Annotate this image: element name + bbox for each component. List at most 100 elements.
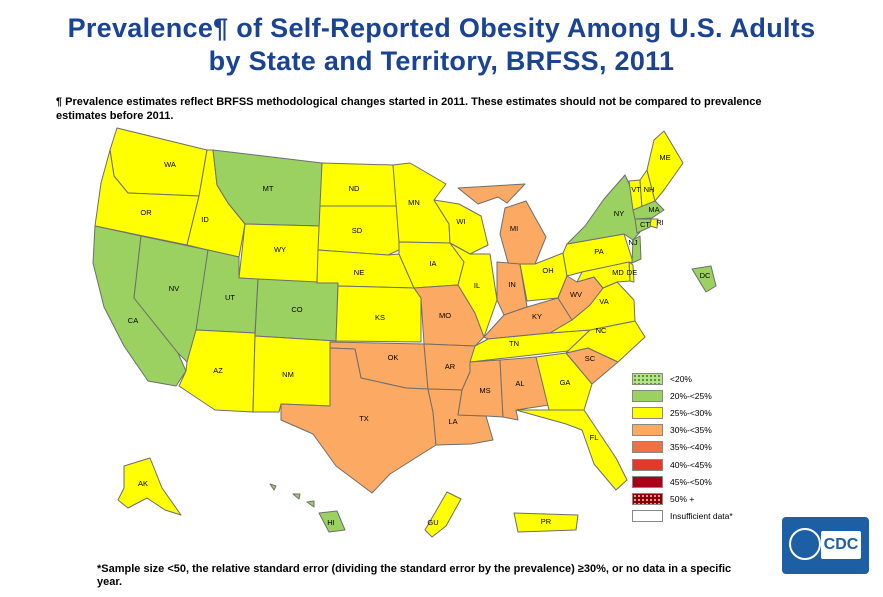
state-label-CT: CT: [640, 220, 650, 229]
state-label-MS: MS: [479, 386, 490, 395]
state-label-HI: HI: [327, 518, 335, 527]
legend-swatch: [632, 492, 663, 505]
state-label-OR: OR: [140, 208, 152, 217]
cdc-logo: CDC: [782, 517, 869, 574]
legend-swatch: [632, 372, 663, 385]
state-label-CA: CA: [128, 316, 138, 325]
state-label-OK: OK: [388, 353, 399, 362]
state-KS: [335, 285, 422, 343]
state-label-LA: LA: [448, 417, 457, 426]
state-label-IL: IL: [474, 281, 480, 290]
legend-item: 20%-<25%: [632, 387, 772, 404]
state-GA: [535, 352, 593, 411]
state-label-WV: WV: [570, 290, 582, 299]
state-label-WA: WA: [164, 160, 176, 169]
legend-item: 35%-<40%: [632, 439, 772, 456]
title-line-1: Prevalence¶ of Self-Reported Obesity Amo…: [67, 13, 816, 43]
state-ND: [319, 162, 401, 207]
state-MA: [632, 200, 665, 220]
legend-swatch: [632, 389, 663, 402]
state-WI: [433, 199, 489, 255]
sample-size-footnote: *Sample size <50, the relative standard …: [97, 563, 732, 588]
state-label-AK: AK: [138, 479, 148, 488]
state-label-SC: SC: [585, 354, 596, 363]
legend-label: 40%-<45%: [670, 459, 712, 470]
legend-item: <20%: [632, 370, 772, 387]
state-PR: [513, 512, 579, 533]
state-label-MN: MN: [408, 198, 420, 207]
state-label-PA: PA: [594, 247, 603, 256]
legend-label: Insufficient data*: [670, 511, 733, 522]
state-label-CO: CO: [291, 305, 302, 314]
legend-item: 45%-<50%: [632, 473, 772, 490]
state-label-NE: NE: [354, 268, 364, 277]
legend-swatch: [632, 458, 663, 471]
hhs-seal-icon: [789, 528, 821, 560]
state-label-VA: VA: [599, 297, 608, 306]
legend-swatch: [632, 441, 663, 454]
state-WA: [109, 127, 208, 197]
state-HI: [269, 483, 346, 533]
state-label-AZ: AZ: [213, 366, 223, 375]
state-label-WI: WI: [456, 217, 465, 226]
legend-label: 45%-<50%: [670, 476, 712, 487]
state-GU: [424, 491, 462, 538]
state-label-VT: VT: [631, 185, 641, 194]
state-label-OH: OH: [542, 266, 553, 275]
state-label-UT: UT: [225, 293, 235, 302]
state-NJ: [631, 235, 642, 264]
state-label-MO: MO: [439, 311, 451, 320]
legend-swatch: [632, 510, 663, 523]
state-label-GU: GU: [427, 518, 438, 527]
cdc-logo-text: CDC: [821, 531, 861, 559]
state-label-SD: SD: [352, 226, 363, 235]
legend-swatch: [632, 475, 663, 488]
legend-swatch: [632, 406, 663, 419]
state-label-NJ: NJ: [628, 238, 637, 247]
state-label-TN: TN: [509, 339, 519, 348]
state-label-FL: FL: [590, 433, 599, 442]
state-label-NH: NH: [644, 185, 655, 194]
map-legend: <20% 20%-<25% 25%-<30% 30%-<35% 35%-<40% 40%-…: [632, 370, 772, 525]
state-TX: [280, 347, 437, 494]
state-label-NY: NY: [614, 209, 624, 218]
state-label-MT: MT: [263, 184, 274, 193]
state-label-IN: IN: [508, 280, 516, 289]
state-label-WY: WY: [274, 245, 286, 254]
state-label-AR: AR: [445, 362, 456, 371]
legend-item: 25%-<30%: [632, 404, 772, 421]
state-label-TX: TX: [359, 414, 369, 423]
state-label-GA: GA: [560, 378, 571, 387]
map-title: Prevalence¶ of Self-Reported Obesity Amo…: [0, 12, 883, 78]
title-line-2: by State and Territory, BRFSS, 2011: [208, 46, 675, 76]
legend-item: 40%-<45%: [632, 456, 772, 473]
legend-item: Insufficient data*: [632, 508, 772, 525]
state-label-RI: RI: [656, 218, 664, 227]
legend-item: 30%-<35%: [632, 422, 772, 439]
state-label-ME: ME: [659, 153, 670, 162]
legend-swatch: [632, 424, 663, 437]
state-label-MD: MD: [612, 268, 624, 277]
state-label-KY: KY: [532, 312, 542, 321]
state-DC: [691, 265, 717, 293]
state-label-NC: NC: [596, 326, 607, 335]
state-label-NV: NV: [169, 284, 179, 293]
legend-label: 20%-<25%: [670, 390, 712, 401]
state-label-MA: MA: [648, 205, 659, 214]
legend-label: 25%-<30%: [670, 407, 712, 418]
legend-label: 35%-<40%: [670, 442, 712, 453]
legend-label: 50% +: [670, 493, 695, 504]
state-label-DC: DC: [700, 271, 711, 280]
state-AK: [117, 457, 182, 516]
state-label-AL: AL: [515, 379, 524, 388]
legend-item: 50% +: [632, 490, 772, 507]
state-MD: [576, 261, 631, 289]
state-NY: [566, 174, 641, 245]
state-label-PR: PR: [541, 517, 552, 526]
state-FL: [515, 409, 628, 491]
legend-label: <20%: [670, 373, 692, 384]
state-label-ID: ID: [201, 215, 209, 224]
state-label-IA: IA: [429, 259, 436, 268]
state-label-ND: ND: [349, 184, 360, 193]
